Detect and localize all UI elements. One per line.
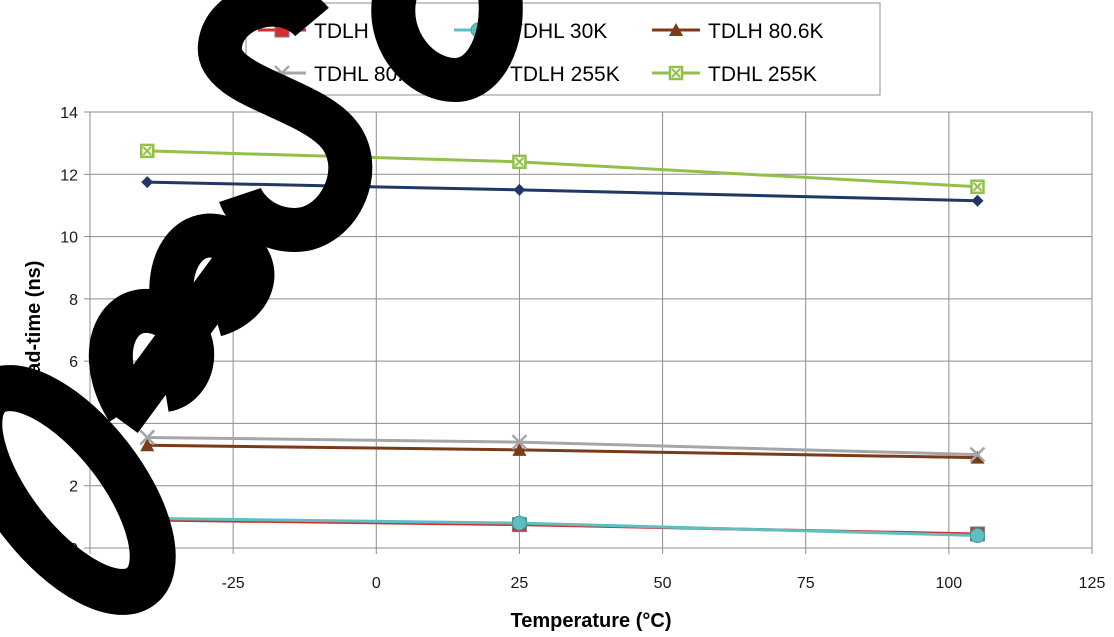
x-axis-title: Temperature (°C) [511, 610, 672, 632]
data-point [512, 154, 527, 170]
series [140, 143, 985, 194]
series-line [147, 180, 978, 203]
grid-lines [90, 112, 1092, 548]
marker-square-x-stroke [972, 182, 983, 192]
marker-x-stroke [511, 434, 528, 450]
obsolete-watermark [0, 0, 523, 615]
marker-circle [511, 515, 527, 531]
series [140, 438, 985, 464]
data-point [513, 183, 526, 196]
marker-x-stroke [969, 446, 986, 463]
data-point [139, 429, 156, 446]
series-lines [139, 143, 986, 544]
data-point [141, 176, 154, 189]
data-point [970, 450, 985, 464]
x-tick-label: 50 [654, 575, 672, 592]
marker-circle [969, 528, 985, 544]
data-point [970, 179, 985, 194]
legend-label: TDHL 255K [708, 63, 817, 86]
marker-square-x-stroke [142, 146, 152, 156]
y-tick-label: 6 [69, 354, 78, 371]
watermark-letter-o [0, 365, 176, 615]
x-tick-label: 125 [1079, 575, 1106, 592]
legend-box [245, 2, 881, 96]
watermark-letter-b [88, 213, 275, 434]
marker-diamond [141, 176, 154, 189]
series [139, 510, 985, 544]
data-point [511, 434, 528, 450]
watermark-letter-o-2 [371, 0, 523, 103]
x-tick-label: 100 [936, 575, 963, 592]
marker-triangle [970, 450, 985, 464]
y-tick-label: 10 [60, 230, 78, 247]
x-tick-label: 0 [372, 575, 381, 592]
data-point [969, 446, 986, 463]
watermark-letter-s [197, 0, 373, 253]
series [141, 176, 984, 207]
legend-item: TDLH 80.6K [652, 20, 824, 43]
marker-diamond [513, 183, 526, 196]
x-tick-label: -25 [222, 575, 245, 592]
legend-label: TDHL 30K [510, 20, 607, 43]
marker-triangle [140, 438, 155, 452]
y-axis-title: Dead-time (ns) [23, 261, 45, 400]
legend-marker [668, 65, 684, 81]
marker-square-x-stroke [671, 68, 681, 78]
data-point [140, 438, 155, 452]
data-point [971, 194, 984, 207]
plot-area [89, 111, 1093, 549]
y-tick-label: 14 [60, 105, 78, 122]
x-axis-ticks: -50 -25 0 25 50 75 100 125 [78, 548, 1105, 592]
y-tick-label: 8 [69, 292, 78, 309]
marker-triangle [512, 442, 527, 456]
data-point [512, 442, 527, 456]
data-point [969, 528, 985, 544]
marker-x-stroke [139, 429, 156, 446]
series-line [147, 149, 978, 189]
marker-triangle [669, 23, 683, 36]
legend-marker [669, 23, 683, 36]
data-point [140, 143, 155, 159]
y-tick-label: 2 [69, 479, 78, 496]
legend-label: TDLH 80.6K [708, 20, 824, 43]
legend-item: TDHL 255K [652, 63, 817, 86]
marker-square-x-stroke [514, 157, 525, 167]
marker-diamond [971, 194, 984, 207]
legend-label: TDLH 255K [510, 63, 620, 86]
series [139, 512, 985, 542]
data-point [511, 515, 527, 531]
series [139, 429, 986, 463]
y-tick-label: 12 [60, 167, 78, 184]
x-tick-label: 25 [511, 575, 529, 592]
x-tick-label: 75 [797, 575, 815, 592]
